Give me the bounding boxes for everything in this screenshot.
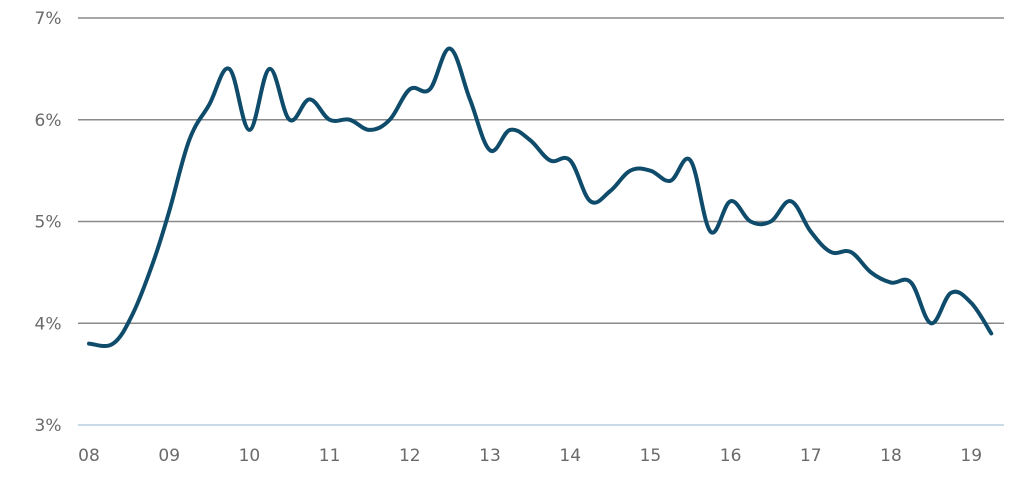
x-tick-label: 14 bbox=[559, 446, 581, 466]
x-tick-label: 16 bbox=[720, 446, 742, 466]
x-tick-label: 17 bbox=[800, 446, 822, 466]
x-tick-label: 09 bbox=[158, 446, 180, 466]
x-axis-tick-labels: 08 09 10 11 12 13 14 15 16 17 18 19 bbox=[78, 446, 982, 466]
x-tick-label: 18 bbox=[880, 446, 902, 466]
y-axis-tick-labels: 3% 4% 5% 6% 7% bbox=[35, 9, 62, 436]
x-tick-label: 19 bbox=[960, 446, 982, 466]
y-tick-label: 5% bbox=[35, 213, 62, 233]
x-tick-label: 13 bbox=[479, 446, 501, 466]
x-tick-label: 11 bbox=[319, 446, 341, 466]
y-tick-label: 3% bbox=[35, 416, 62, 436]
y-tick-label: 6% bbox=[35, 111, 62, 131]
y-tick-label: 4% bbox=[35, 314, 62, 334]
y-tick-label: 7% bbox=[35, 9, 62, 29]
grid-lines bbox=[78, 17, 1004, 426]
x-tick-label: 08 bbox=[78, 446, 100, 466]
x-tick-label: 15 bbox=[640, 446, 662, 466]
series-group bbox=[87, 46, 994, 349]
series-line-0 bbox=[87, 46, 994, 349]
x-tick-label: 10 bbox=[239, 446, 261, 466]
x-tick-label: 12 bbox=[399, 446, 421, 466]
